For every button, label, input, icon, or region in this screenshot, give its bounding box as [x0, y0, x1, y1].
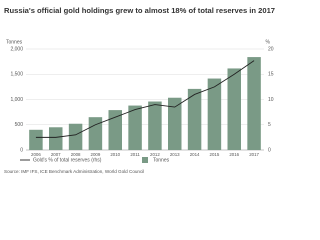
y-tick-label: 500	[15, 122, 24, 128]
bar	[247, 57, 261, 150]
chart-title: Russia's official gold holdings grew to …	[4, 6, 275, 15]
bar	[29, 129, 43, 150]
legend-swatch	[142, 157, 148, 163]
legend-label: Gold's % of total reserves (rhs)	[33, 157, 102, 163]
x-tick-label: 2012	[150, 152, 160, 157]
bar	[88, 117, 103, 150]
y2-tick-label: 10	[268, 97, 274, 103]
x-tick-label: 2014	[190, 152, 200, 157]
bar	[108, 110, 122, 150]
x-tick-label: 2011	[130, 152, 140, 157]
bar	[168, 97, 182, 150]
bar	[207, 78, 222, 150]
y2-tick-label: 15	[268, 72, 274, 78]
bar	[49, 127, 63, 150]
line	[35, 60, 255, 138]
y-tick-label: 0	[20, 147, 23, 153]
x-tick-label: 2009	[91, 152, 101, 157]
bar	[227, 68, 241, 150]
y2-tick-label: 5	[268, 122, 271, 128]
x-tick-label: 2013	[170, 152, 180, 157]
x-tick-label: 2007	[51, 152, 61, 157]
y-tick-label: 1,500	[10, 72, 23, 78]
y-axis-label: Tonnes	[6, 39, 23, 45]
bar	[128, 105, 142, 150]
legend-label: Tonnes	[153, 157, 170, 163]
y2-axis-label: %	[266, 39, 271, 45]
chart: Russia's official gold holdings grew to …	[4, 6, 275, 174]
bar	[68, 123, 83, 150]
x-tick-label: 2017	[249, 152, 259, 157]
x-tick-label: 2008	[71, 152, 81, 157]
y-tick-label: 2,000	[10, 46, 23, 52]
y2-tick-label: 0	[268, 147, 271, 153]
x-tick-label: 2015	[210, 152, 220, 157]
y-tick-label: 1,000	[10, 97, 23, 103]
y2-tick-label: 20	[268, 46, 274, 52]
x-tick-label: 2010	[110, 152, 120, 157]
source: Source: IMF IFS, ICE Benchmark Administr…	[4, 169, 144, 174]
bar	[187, 88, 202, 150]
x-tick-label: 2016	[229, 152, 239, 157]
x-tick-label: 2006	[31, 152, 41, 157]
bar	[148, 101, 162, 150]
